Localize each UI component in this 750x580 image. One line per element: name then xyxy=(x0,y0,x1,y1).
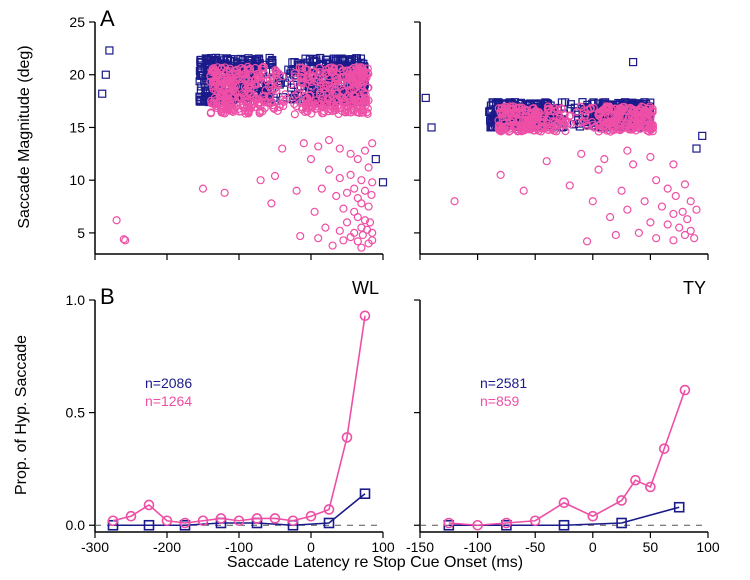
svg-text:20: 20 xyxy=(69,67,85,83)
svg-text:-150: -150 xyxy=(406,539,434,555)
scatter-panel-top-right xyxy=(420,22,708,254)
svg-text:0: 0 xyxy=(307,539,315,555)
y-axis-label-bottom: Prop. of Hyp. Saccade xyxy=(13,315,31,515)
y-axis-label-top: Saccade Magnitude (deg) xyxy=(16,32,34,242)
svg-text:-100: -100 xyxy=(225,539,253,555)
svg-text:-300: -300 xyxy=(81,539,109,555)
line-panel-bottom-right: -150-100-50050100 xyxy=(420,300,708,532)
x-axis-label: Saccade Latency re Stop Cue Onset (ms) xyxy=(0,554,750,572)
svg-text:100: 100 xyxy=(696,539,720,555)
svg-text:0.0: 0.0 xyxy=(66,517,86,533)
svg-text:-200: -200 xyxy=(153,539,181,555)
svg-text:-50: -50 xyxy=(525,539,545,555)
line-panel-bottom-left: -300-200-10001000.00.51.0 xyxy=(95,300,383,532)
scatter-panel-top-left: 510152025 xyxy=(95,22,383,254)
svg-text:10: 10 xyxy=(69,172,85,188)
svg-text:25: 25 xyxy=(69,14,85,30)
subject-label-wl: WL xyxy=(352,278,379,299)
svg-text:5: 5 xyxy=(77,225,85,241)
svg-text:-100: -100 xyxy=(464,539,492,555)
figure-root: Saccade Latency re Stop Cue Onset (ms) S… xyxy=(0,0,750,580)
svg-text:100: 100 xyxy=(371,539,395,555)
svg-text:50: 50 xyxy=(643,539,659,555)
svg-text:1.0: 1.0 xyxy=(66,292,86,308)
svg-text:0: 0 xyxy=(589,539,597,555)
svg-text:0.5: 0.5 xyxy=(66,405,86,421)
svg-text:15: 15 xyxy=(69,119,85,135)
subject-label-ty: TY xyxy=(683,278,706,299)
